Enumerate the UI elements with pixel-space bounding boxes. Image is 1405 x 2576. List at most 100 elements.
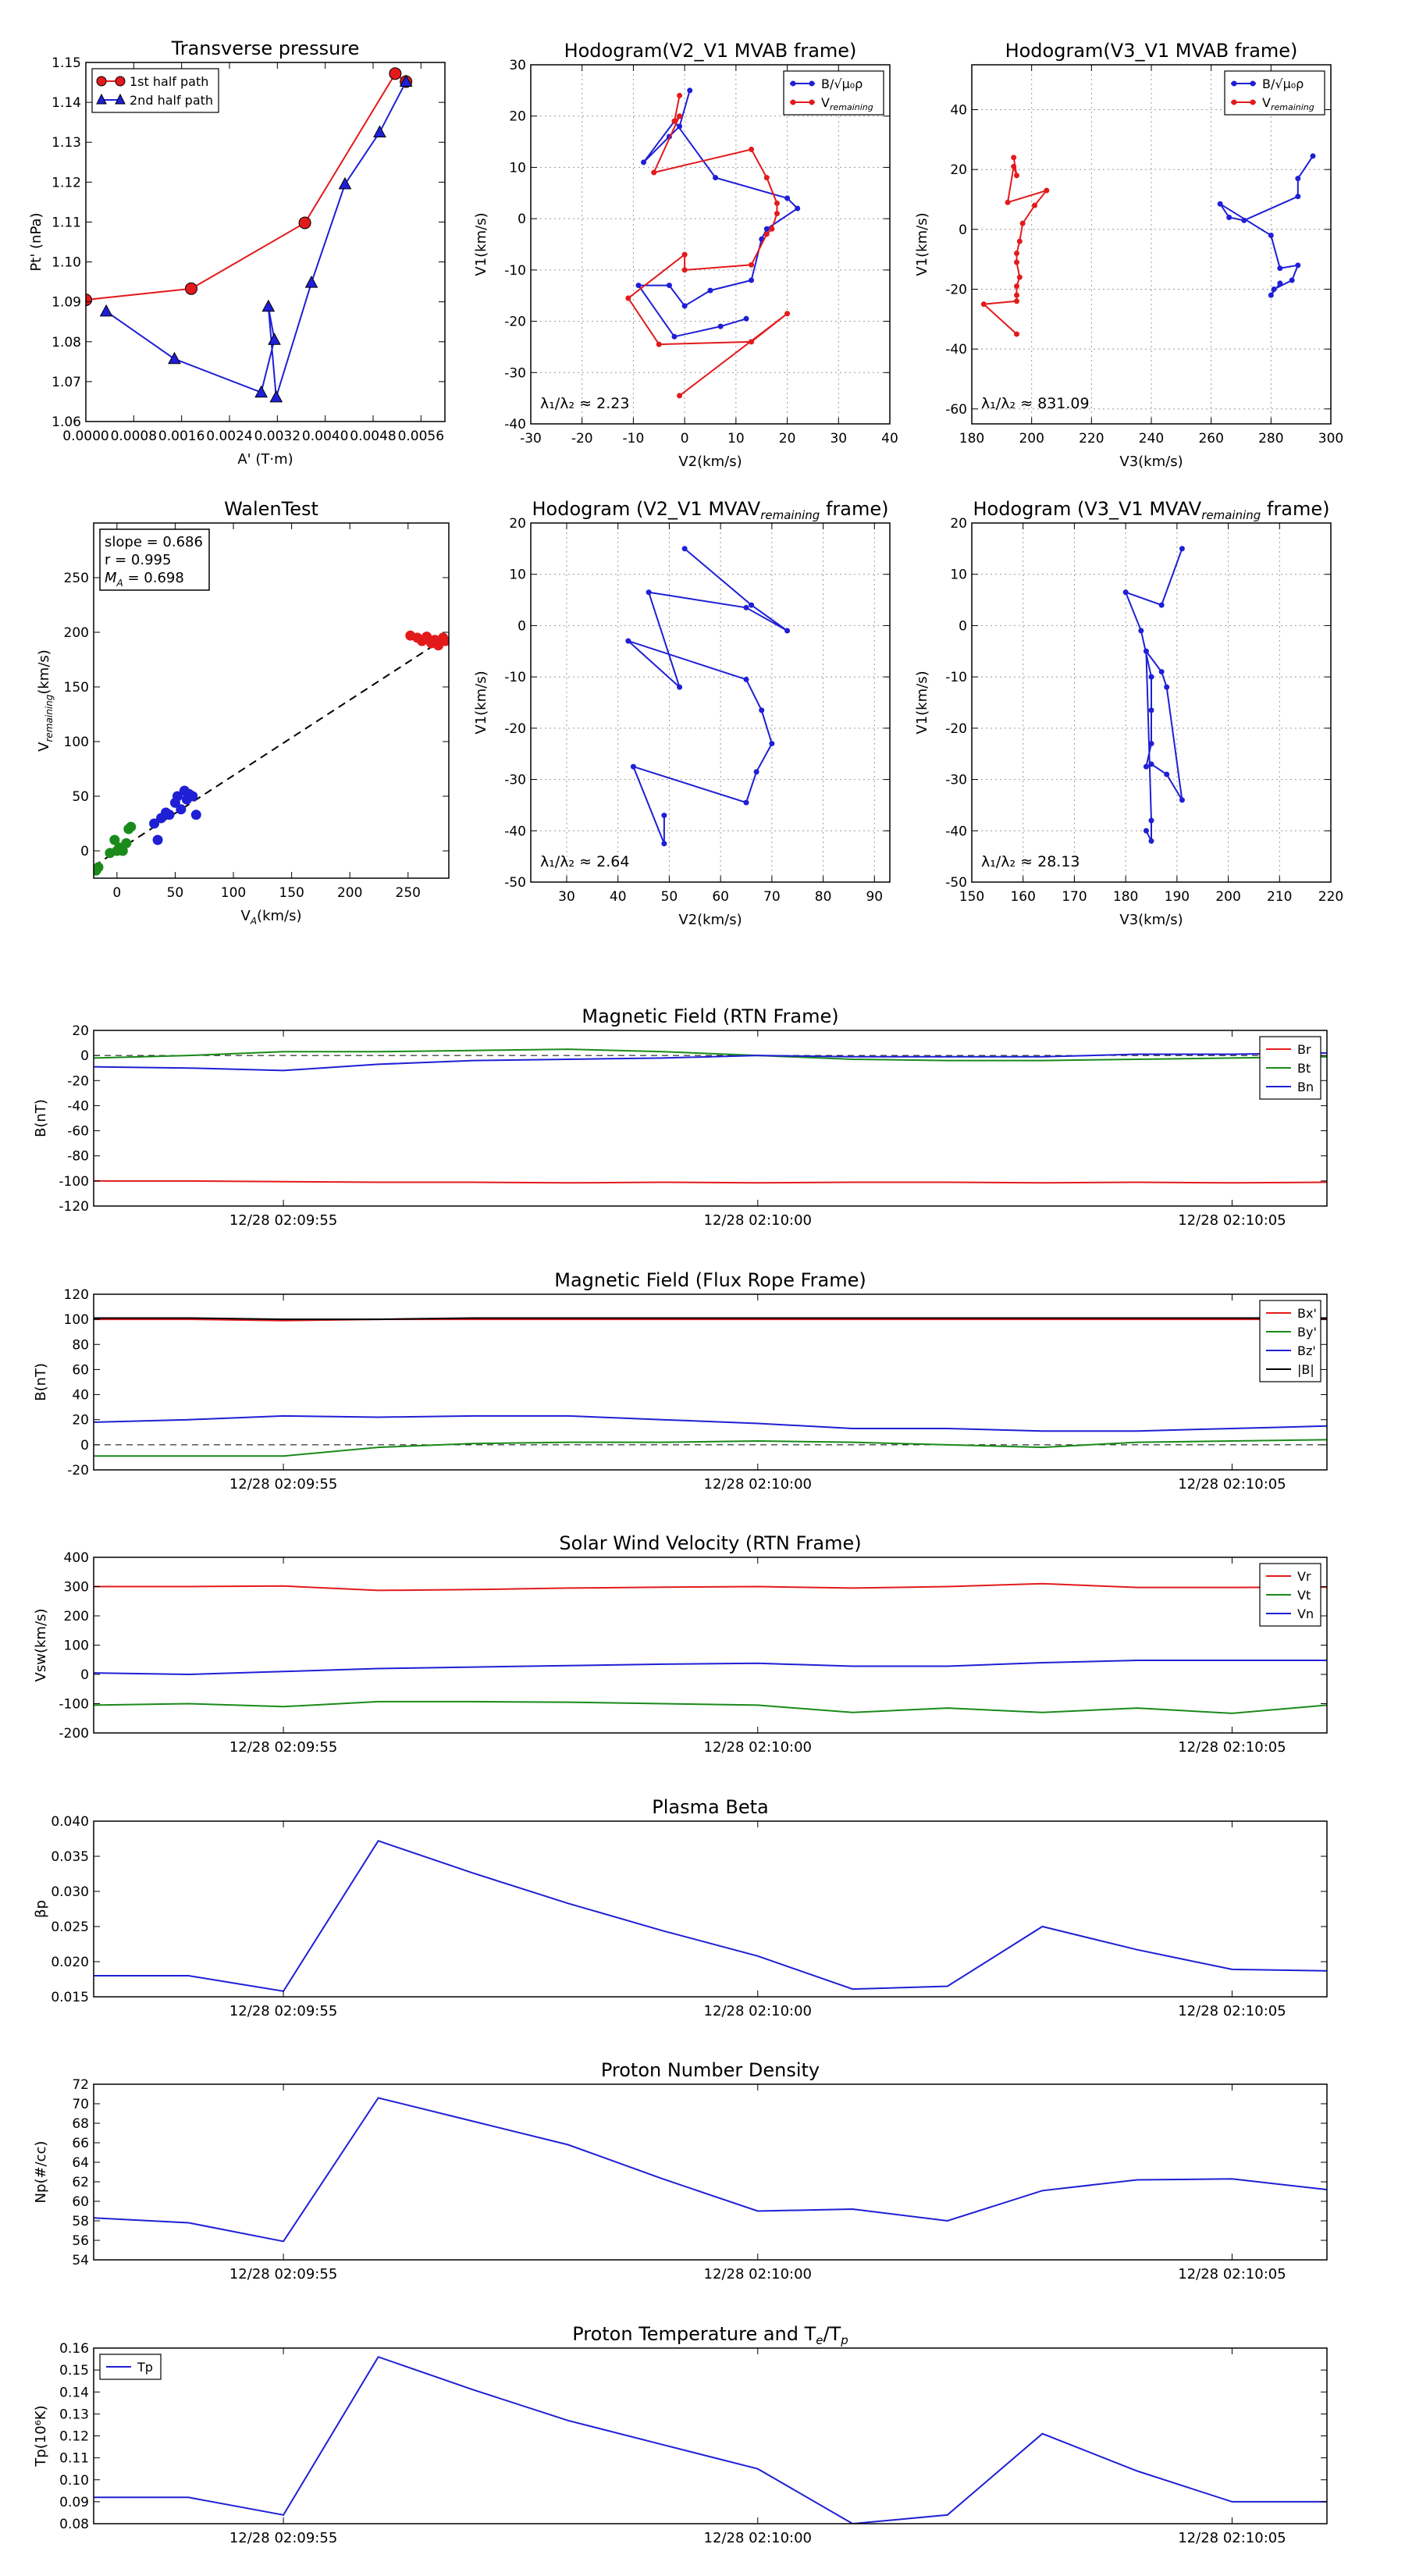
- legend-label: Bn: [1297, 1080, 1314, 1094]
- x-tick-label: 10: [727, 431, 745, 447]
- y-tick-label: 100: [64, 1638, 89, 1654]
- axes-frame: [93, 2347, 1328, 2524]
- chart-title: Hodogram(V3_V1 MVAB frame): [1005, 40, 1298, 62]
- data-point: [1158, 669, 1165, 675]
- y-tick-label: 0.020: [51, 1955, 89, 1970]
- legend-marker: [809, 99, 815, 105]
- data-point: [759, 707, 765, 713]
- data-point: [373, 125, 386, 137]
- data-point: [774, 200, 780, 206]
- chart-proton-number-density: Proton Number Density 12/28 02:09:55 12/28…: [33, 2059, 1328, 2282]
- y-axis-label: B(nT): [33, 1099, 49, 1137]
- y-tick-label: -30: [504, 773, 526, 788]
- data-point: [1148, 707, 1154, 713]
- data-point: [304, 276, 318, 288]
- data-point: [1014, 251, 1019, 256]
- x-tick-label: 12/28 02:10:00: [704, 1739, 812, 1756]
- legend-box: [1259, 1300, 1321, 1382]
- legend-label: 1st half path: [130, 74, 208, 89]
- y-tick-label: 300: [64, 1580, 89, 1596]
- y-tick-label: 0: [80, 1438, 89, 1453]
- data-point: [1016, 238, 1023, 244]
- x-axis-label: V3(km/s): [1119, 912, 1183, 928]
- y-tick-label: -40: [504, 417, 526, 432]
- y-axis-label: Tp(10⁶K): [33, 2405, 49, 2467]
- axes-frame: [93, 2083, 1328, 2261]
- legend-label: Bt: [1297, 1061, 1311, 1076]
- series-line-Bt: [94, 1048, 1327, 1062]
- data-point: [769, 226, 775, 232]
- y-tick-label: 30: [509, 58, 526, 73]
- data-point: [254, 385, 268, 398]
- legend-box: [91, 68, 219, 113]
- data-point: [99, 304, 113, 317]
- chart-plasma-beta: Plasma Beta 12/28 02:09:55 12/28 02:10:00 1…: [33, 1796, 1328, 2019]
- plot-area: [94, 1839, 1327, 1992]
- data-point: [774, 211, 780, 217]
- data-point: [1295, 262, 1301, 269]
- y-tick-label: -60: [67, 1124, 89, 1140]
- chart-title: Hodogram (V2_V1 MVAVremaining frame): [532, 498, 889, 522]
- series-line-Bx: [94, 1318, 1327, 1322]
- x-tick-label: 12/28 02:09:55: [229, 1739, 337, 1756]
- data-point: [1005, 199, 1011, 205]
- y-tick-label: 10: [950, 568, 967, 583]
- y-tick-label: 60: [72, 1362, 89, 1378]
- x-tick-label: -30: [520, 431, 542, 447]
- x-tick-label: 12/28 02:10:00: [704, 1212, 812, 1229]
- x-tick-label: 60: [712, 889, 729, 905]
- y-tick-label: -20: [67, 1073, 89, 1089]
- data-point: [671, 333, 678, 340]
- y-tick-label: 1.12: [52, 175, 81, 190]
- chart-hodogram-v2v1-mvab: Hodogram(V2_V1 MVAB frame) -30 -20 -10 0 10 20…: [473, 40, 898, 470]
- info-line: r = 0.995: [105, 552, 171, 568]
- data-point: [743, 799, 749, 806]
- y-tick-label: 0.09: [59, 2495, 89, 2510]
- y-tick-label: 20: [950, 516, 967, 532]
- data-point: [94, 862, 104, 873]
- y-tick-label: 0: [959, 222, 967, 238]
- x-tick-label: 200: [1215, 889, 1240, 905]
- data-point: [1011, 163, 1017, 169]
- x-tick-label: 180: [959, 431, 984, 447]
- y-axis-label: V1(km/s): [473, 212, 489, 276]
- legend-label: |B|: [1297, 1362, 1314, 1377]
- y-tick-label: 66: [72, 2136, 89, 2151]
- legend-label: Bx': [1297, 1306, 1317, 1321]
- y-tick-label: 20: [72, 1023, 89, 1039]
- data-point: [625, 295, 631, 301]
- y-tick-label: 0.12: [59, 2429, 89, 2445]
- series-line-2ndhalfpath: [105, 81, 407, 398]
- y-tick-label: 20: [950, 162, 967, 178]
- y-tick-label: 0.16: [59, 2341, 89, 2357]
- x-tick-label: 12/28 02:10:05: [1178, 1476, 1286, 1493]
- data-point: [1014, 259, 1019, 265]
- data-point: [681, 267, 688, 273]
- y-tick-label: -100: [59, 1697, 89, 1713]
- data-point: [661, 813, 667, 819]
- y-tick-label: 0: [80, 1048, 89, 1064]
- y-tick-label: -40: [67, 1098, 89, 1114]
- y-axis-label: V1(km/s): [473, 671, 489, 734]
- axes-frame: [93, 1030, 1328, 1207]
- y-tick-label: 0.030: [51, 1884, 89, 1900]
- x-axis-label: V2(km/s): [678, 912, 742, 928]
- data-point: [1014, 283, 1019, 290]
- chart-title: Magnetic Field (Flux Rope Frame): [554, 1269, 866, 1291]
- x-tick-label: 300: [1318, 431, 1343, 447]
- eigenvalue-ratio-annotation: λ₁/λ₂ ≈ 28.13: [981, 853, 1080, 870]
- series-line-Tp: [94, 2356, 1327, 2524]
- data-point: [717, 323, 724, 329]
- x-tick-label: 170: [1062, 889, 1087, 905]
- data-point: [338, 176, 352, 190]
- y-tick-label: 250: [64, 571, 89, 586]
- y-axis-label: Pt' (nPa): [28, 212, 44, 271]
- data-point: [1271, 286, 1277, 292]
- x-tick-label: 180: [1113, 889, 1138, 905]
- data-point: [1019, 220, 1026, 226]
- legend-marker: [809, 80, 815, 87]
- data-point: [440, 635, 449, 646]
- data-point: [1277, 265, 1283, 272]
- x-tick-label: 30: [558, 889, 575, 905]
